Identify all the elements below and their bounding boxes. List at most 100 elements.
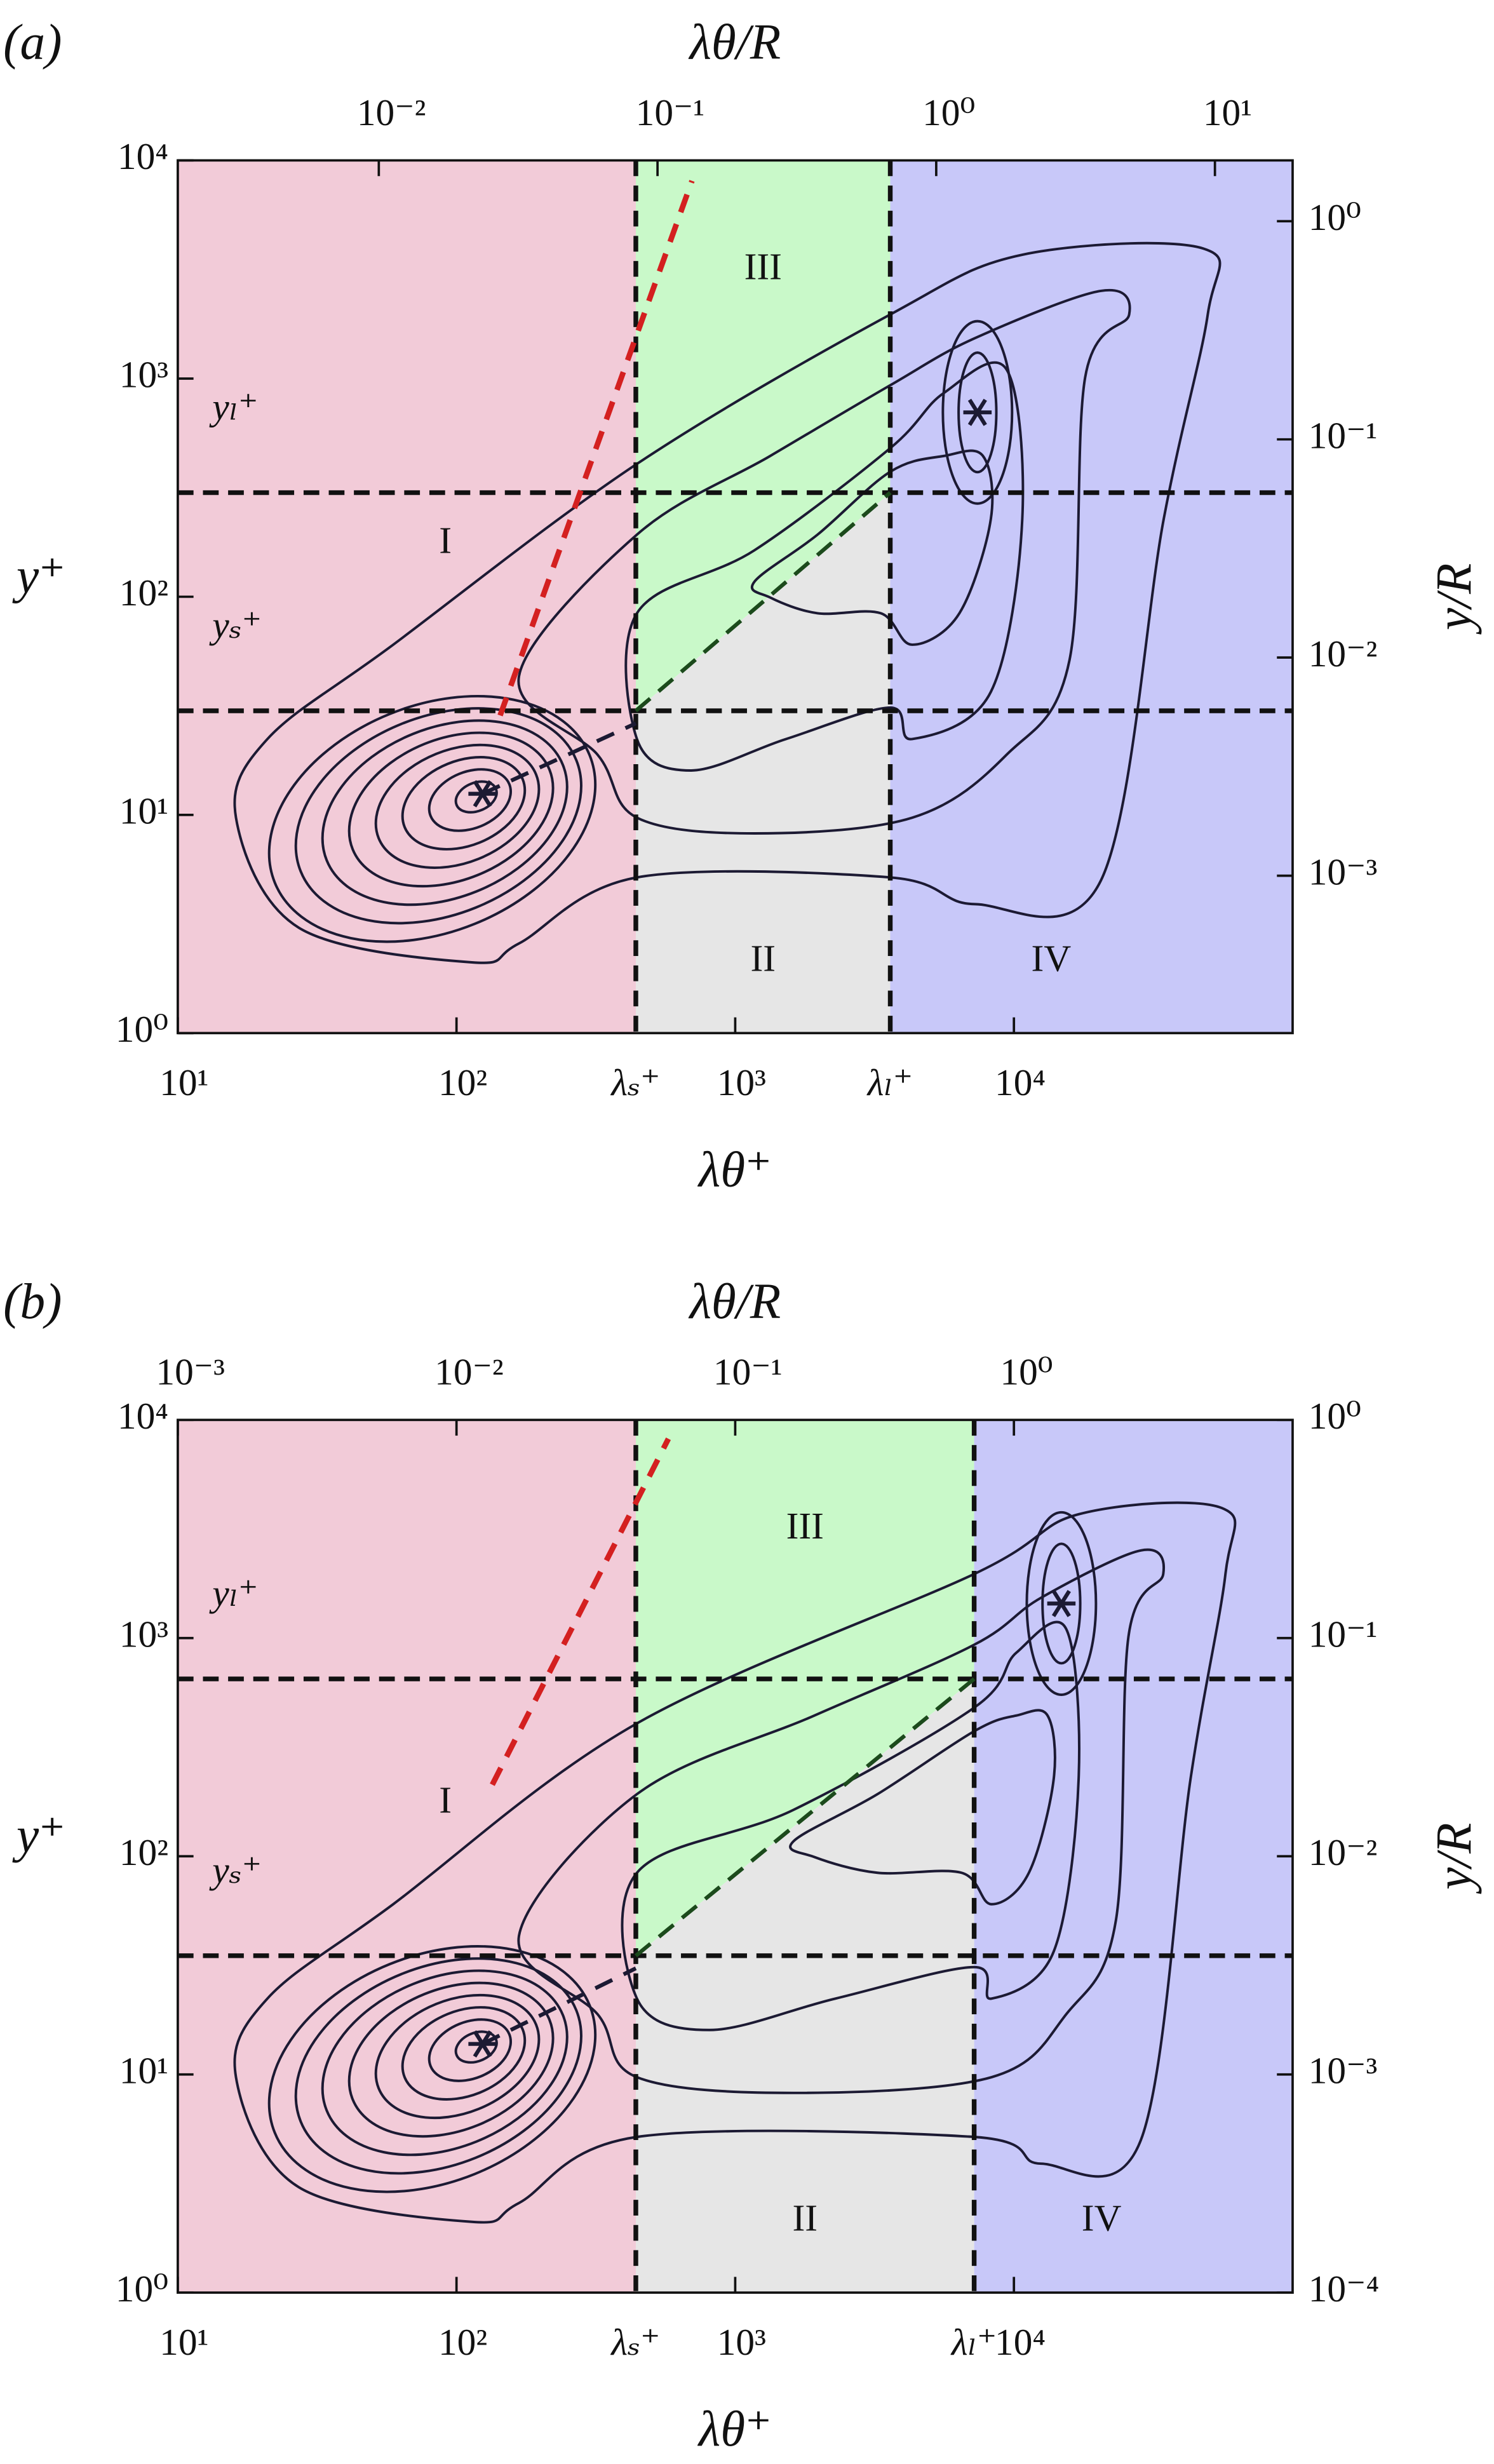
contour-line [427, 2018, 513, 2082]
x-tick-label: λₛ⁺ [610, 2321, 660, 2363]
x-tick-label: 10³ [717, 1061, 766, 1103]
x-tick-label: 10⁴ [995, 1061, 1046, 1103]
contour-line [941, 320, 1014, 505]
annotation: yₗ⁺ [209, 386, 258, 427]
region [177, 1420, 636, 2293]
region [635, 160, 891, 711]
region [177, 160, 636, 1033]
contour-line [517, 1548, 1165, 2094]
x-axis-label: λθ⁺ [697, 1141, 772, 1197]
x2-tick-label: 10⁻¹ [636, 91, 705, 133]
x-tick-label: λₛ⁺ [610, 1061, 660, 1103]
y2-tick-label: 10⁻² [1309, 1831, 1378, 1873]
y-tick-label: 10⁰ [116, 1008, 168, 1050]
annotation: yₛ⁺ [209, 1849, 262, 1891]
y-axis-label: y⁺ [12, 548, 65, 604]
y2-axis-label: y/R [1427, 563, 1483, 635]
contour-line [1025, 1511, 1098, 1696]
x2-tick-label: 10⁻³ [156, 1351, 225, 1393]
contour-line [347, 731, 555, 888]
contour-line [321, 719, 569, 906]
panel-label: (b) [3, 1274, 62, 1330]
contour-line [267, 1945, 597, 2193]
y2-tick-label: 10⁰ [1309, 1395, 1361, 1437]
region-label: IV [1082, 2197, 1122, 2238]
region-boundary [634, 491, 892, 713]
y2-axis-label: y/R [1427, 1822, 1483, 1894]
y2-tick-label: 10⁻³ [1309, 851, 1378, 892]
x-tick-label: 10² [438, 1061, 487, 1103]
scaling-line [497, 180, 695, 717]
contour-line [233, 241, 1221, 964]
contours [233, 241, 1221, 964]
panel-label: (a) [3, 14, 62, 70]
contour-line [321, 1969, 569, 2157]
x-tick-label: 10⁴ [995, 2321, 1046, 2363]
y2-tick-label: 10⁻³ [1309, 2049, 1378, 2091]
region-label: III [786, 1505, 824, 1547]
contour-line [517, 288, 1131, 835]
y2-tick-label: 10⁻² [1309, 633, 1378, 675]
region [635, 1420, 974, 1956]
contour-line [624, 361, 1025, 772]
y-tick-label: 10¹ [119, 790, 168, 832]
y2-tick-label: 10⁻¹ [1309, 414, 1378, 456]
contour-line [401, 756, 527, 851]
x-tick-label: 10³ [717, 2321, 766, 2363]
contour-line [294, 1957, 582, 2175]
region-label: I [439, 520, 452, 562]
x2-axis-label: λθ/R [689, 1274, 781, 1330]
x2-tick-label: 10⁻² [357, 91, 426, 133]
y-tick-label: 10⁴ [118, 1395, 168, 1437]
peak-marker [963, 398, 992, 426]
region-label: II [793, 2197, 818, 2238]
x2-tick-label: 10¹ [1203, 91, 1252, 133]
contour-line [957, 351, 998, 474]
x-axis-label: λθ⁺ [697, 2401, 772, 2457]
scaling-line [490, 1437, 671, 1786]
x2-tick-label: 10⁻² [434, 1351, 504, 1393]
x-tick-label: λₗ⁺ [950, 2321, 997, 2363]
x2-tick-label: 10⁰ [1000, 1351, 1053, 1393]
y-tick-label: 10⁰ [116, 2268, 168, 2310]
region-label: IV [1032, 938, 1072, 980]
x-tick-label: 10¹ [159, 1061, 208, 1103]
y2-tick-label: 10⁻¹ [1309, 1613, 1378, 1655]
contour-line [1041, 1542, 1082, 1665]
region [635, 492, 891, 1033]
contour-line [789, 1709, 1056, 1906]
contour-line [347, 1981, 555, 2138]
x-tick-label: 10² [438, 2321, 487, 2363]
region-label: III [744, 245, 782, 287]
region-label: II [750, 938, 776, 980]
contour-line [374, 743, 541, 870]
contour-line [374, 1993, 541, 2120]
contour-line [401, 2006, 527, 2101]
x2-tick-label: 10⁰ [922, 91, 975, 133]
contour-line [233, 1501, 1237, 2224]
peak-marker [1047, 1589, 1076, 1617]
y-tick-label: 10³ [119, 354, 168, 396]
x2-axis-label: λθ/R [689, 14, 781, 70]
region-boundary [635, 1677, 976, 1958]
x2-tick-label: 10⁻¹ [713, 1351, 783, 1393]
y-tick-label: 10³ [119, 1613, 168, 1655]
contour-line [294, 707, 582, 925]
y2-tick-label: 10⁻⁴ [1309, 2268, 1379, 2310]
annotation: yₗ⁺ [209, 1572, 258, 1614]
y-tick-label: 10⁴ [118, 135, 168, 177]
ridge-line [481, 1966, 637, 2046]
annotation: yₛ⁺ [209, 604, 262, 646]
contour-line [621, 1620, 1080, 2031]
y-tick-label: 10¹ [119, 2049, 168, 2091]
ridge-line [481, 722, 637, 796]
y-tick-label: 10² [119, 1831, 168, 1873]
y-axis-label: y⁺ [12, 1808, 65, 1864]
y-tick-label: 10² [119, 572, 168, 614]
y2-tick-label: 10⁰ [1309, 196, 1361, 238]
region [974, 1420, 1293, 2293]
